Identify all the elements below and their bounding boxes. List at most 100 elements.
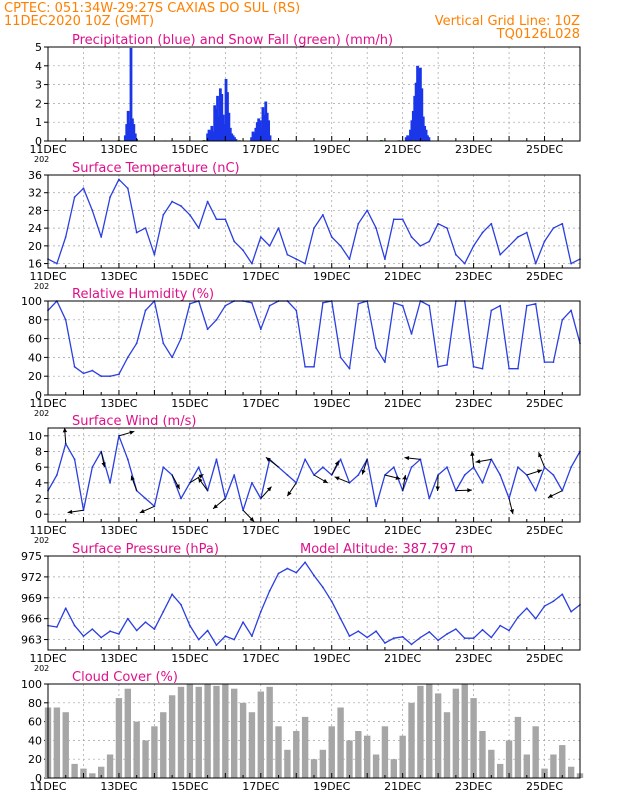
wind-arrow-head bbox=[129, 430, 135, 435]
temp-panel: Surface Temperature (nC) 16 20 24 28 32 36 11DE… bbox=[28, 161, 581, 291]
wind-arrow-head bbox=[175, 484, 180, 490]
cloud-bar bbox=[293, 731, 300, 778]
precip-bar bbox=[267, 120, 271, 141]
x-date-label: 21DEC bbox=[384, 270, 421, 283]
cloud-bar bbox=[284, 749, 291, 778]
precip-bar bbox=[413, 95, 417, 141]
rh-point bbox=[552, 361, 555, 363]
x-date-label: 17DEC bbox=[242, 270, 279, 283]
precip-bar bbox=[268, 135, 272, 141]
pressure-point bbox=[366, 636, 369, 639]
wind-arrow-head bbox=[475, 459, 481, 464]
pressure-point bbox=[534, 617, 537, 620]
rh-point bbox=[384, 361, 386, 363]
temp-point bbox=[171, 200, 174, 203]
temp-point bbox=[242, 249, 244, 252]
wind-arrow-head bbox=[101, 462, 106, 468]
x-date-label: 25DEC bbox=[526, 524, 563, 537]
wind-arrow-head bbox=[266, 486, 272, 492]
rh-point bbox=[251, 301, 253, 304]
wind-arrows bbox=[62, 427, 563, 523]
y-tick-label: 6 bbox=[35, 461, 42, 474]
temp-point bbox=[215, 218, 218, 221]
temp-point bbox=[348, 258, 351, 261]
rh-point bbox=[401, 304, 404, 307]
cloud-bar bbox=[204, 684, 211, 778]
precip-bar bbox=[424, 129, 428, 141]
pressure-point bbox=[109, 630, 111, 633]
wind-point bbox=[570, 466, 573, 469]
x-date-label: 21DEC bbox=[384, 397, 421, 410]
rh-point bbox=[410, 333, 413, 335]
precip-bar bbox=[258, 120, 262, 141]
temp-point bbox=[499, 253, 502, 256]
precip-bar bbox=[220, 94, 224, 141]
cloud-title: Cloud Cover (%) bbox=[72, 670, 178, 685]
rh-point bbox=[295, 309, 298, 312]
pressure-point bbox=[259, 610, 262, 613]
rh-point bbox=[224, 304, 227, 307]
cloud-bar bbox=[168, 695, 176, 778]
wind-point bbox=[180, 497, 182, 500]
pressure-point bbox=[215, 644, 218, 647]
x-date-label: 11DEC bbox=[29, 143, 66, 156]
rh-point bbox=[109, 375, 111, 378]
temp-point bbox=[251, 262, 253, 265]
precip-bar bbox=[216, 95, 219, 141]
rh-point bbox=[144, 309, 147, 312]
temp-point bbox=[180, 205, 182, 207]
x-date-label: 19DEC bbox=[313, 524, 350, 537]
cloud-bar bbox=[381, 726, 389, 778]
x-date-label: 13DEC bbox=[100, 652, 137, 665]
precip-bar bbox=[406, 135, 410, 141]
pressure-point bbox=[251, 635, 253, 637]
temp-point bbox=[224, 218, 227, 221]
y-tick-label: 972 bbox=[21, 571, 42, 584]
wind-point bbox=[233, 474, 236, 476]
temp-point bbox=[259, 236, 262, 238]
wind-arrow-head bbox=[395, 475, 401, 480]
cloud-bar bbox=[257, 691, 264, 778]
cloud-bar bbox=[337, 707, 344, 778]
rh-point bbox=[446, 364, 448, 366]
wind-arrow-head bbox=[402, 474, 407, 480]
wind-point bbox=[126, 458, 129, 461]
precip-bar bbox=[234, 139, 238, 141]
wind-point bbox=[304, 458, 307, 461]
cloud-bar bbox=[479, 731, 486, 778]
pressure-point bbox=[392, 637, 395, 640]
wind-arrow-head bbox=[249, 517, 255, 522]
rh-point bbox=[508, 367, 510, 370]
y-tick-label: 963 bbox=[21, 634, 42, 647]
wind-point bbox=[73, 458, 76, 461]
y-tick-label: 20 bbox=[28, 370, 42, 383]
y-tick-label: 5 bbox=[35, 41, 42, 54]
temp-point bbox=[508, 244, 510, 247]
cloud-bar bbox=[514, 716, 522, 778]
cloud-bar bbox=[310, 759, 318, 778]
temp-points bbox=[47, 178, 581, 265]
temp-point bbox=[446, 227, 448, 230]
y-tick-label: 60 bbox=[28, 333, 42, 346]
y-tick-label: 969 bbox=[21, 592, 42, 605]
clipped-year-label: 202 bbox=[34, 664, 49, 673]
y-tick-label: 4 bbox=[35, 60, 42, 73]
rh-point bbox=[428, 304, 431, 307]
cloud-bar bbox=[434, 693, 442, 778]
rh-point bbox=[534, 302, 537, 305]
pressure-point bbox=[481, 628, 484, 631]
cloud-bar bbox=[417, 685, 424, 778]
temp-point bbox=[109, 196, 111, 199]
x-date-label: 11DEC bbox=[29, 780, 66, 793]
rh-point bbox=[162, 342, 165, 345]
temp-point bbox=[73, 196, 76, 199]
rh-point bbox=[517, 367, 519, 370]
precip-bar bbox=[257, 118, 261, 141]
x-date-label: 13DEC bbox=[100, 780, 137, 793]
rh-panel: Relative Humidity (%) 0 20 40 60 80 100 11DEC 13… bbox=[21, 287, 581, 418]
cloud-bar bbox=[550, 754, 557, 778]
x-date-label: 23DEC bbox=[455, 652, 492, 665]
y-tick-label: 40 bbox=[28, 351, 42, 364]
temp-title: Surface Temperature (nC) bbox=[72, 161, 240, 176]
precip-bar bbox=[129, 47, 133, 141]
